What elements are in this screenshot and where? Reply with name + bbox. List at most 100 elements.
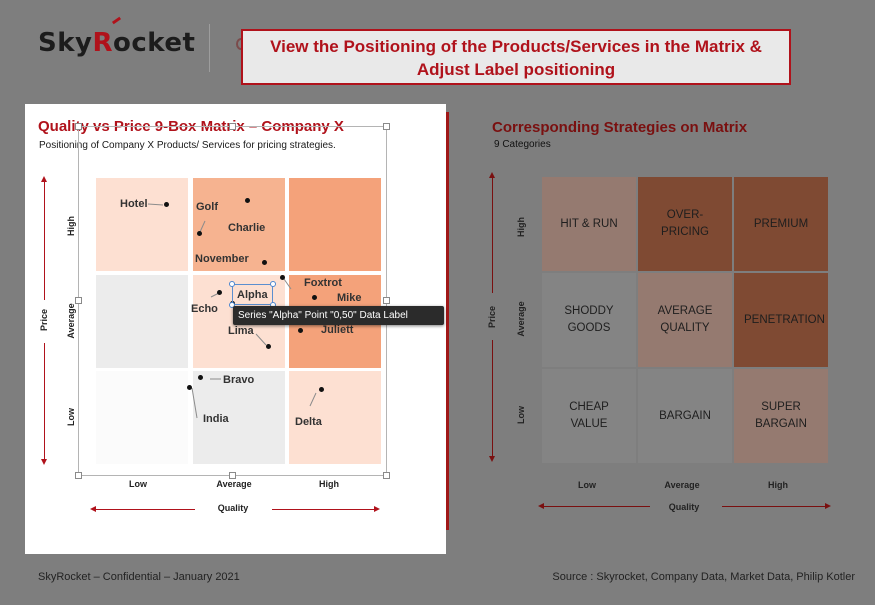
data-point-alpha[interactable] xyxy=(217,290,222,295)
data-label-delta[interactable]: Delta xyxy=(295,416,322,428)
strategy-cell: SHODDY GOODS xyxy=(542,273,636,367)
resize-handle-ne[interactable] xyxy=(383,123,390,130)
data-label-charlie[interactable]: Charlie xyxy=(228,222,266,234)
label-handle-tr[interactable] xyxy=(270,281,276,287)
left-y-axis-label: Price xyxy=(39,308,49,332)
data-label-juliett[interactable]: Juliett xyxy=(321,324,354,336)
strategy-label: PREMIUM xyxy=(753,217,809,230)
arrow-right-icon xyxy=(825,503,831,509)
skyrocket-logo: SkyRocket xyxy=(38,28,196,58)
strategy-cell: PREMIUM xyxy=(734,177,828,271)
header-divider xyxy=(209,24,210,72)
data-label-november[interactable]: November xyxy=(195,253,249,265)
left-y-tick-low: Low xyxy=(66,408,76,426)
strategy-label: PENETRATION xyxy=(744,313,825,326)
matrix-cell[interactable] xyxy=(289,371,381,464)
matrix-cell[interactable] xyxy=(96,275,188,368)
arrow-up-icon xyxy=(41,176,47,182)
resize-handle-se[interactable] xyxy=(383,472,390,479)
left-x-tick-high: High xyxy=(319,479,339,489)
strategy-label: SHODDY GOODS xyxy=(564,305,614,334)
data-label-bravo[interactable]: Bravo xyxy=(223,374,255,386)
data-point-delta[interactable] xyxy=(319,387,324,392)
strategy-cell: PENETRATION xyxy=(734,273,828,367)
resize-handle-e[interactable] xyxy=(383,297,390,304)
strategy-cell: CHEAP VALUE xyxy=(542,369,636,463)
right-y-tick-low: Low xyxy=(516,406,526,424)
strategy-label: OVER-PRICING xyxy=(661,209,709,238)
right-x-tick-high: High xyxy=(768,480,788,490)
strategy-label: SUPER BARGAIN xyxy=(755,401,807,430)
left-y-tick-high: High xyxy=(66,216,76,236)
label-handle-tl[interactable] xyxy=(229,281,235,287)
data-point-bravo[interactable] xyxy=(198,375,203,380)
data-point-charlie[interactable] xyxy=(197,231,202,236)
panel-separator-line xyxy=(446,112,449,530)
matrix-cell[interactable] xyxy=(193,178,285,271)
arrow-up-icon xyxy=(489,172,495,178)
left-y-arrow-down-line xyxy=(44,343,45,461)
left-y-tick-average: Average xyxy=(66,303,76,339)
strategy-cell: AVERAGE QUALITY xyxy=(638,273,732,367)
resize-handle-nw[interactable] xyxy=(75,123,82,130)
right-y-tick-average: Average xyxy=(516,301,526,337)
data-point-lima[interactable] xyxy=(266,344,271,349)
arrow-right-icon xyxy=(374,506,380,512)
strategy-cell: OVER-PRICING xyxy=(638,177,732,271)
data-label-hotel[interactable]: Hotel xyxy=(120,198,148,210)
strategy-cell: BARGAIN xyxy=(638,369,732,463)
data-label-alpha[interactable]: Alpha xyxy=(237,289,268,301)
data-label-golf[interactable]: Golf xyxy=(196,201,218,213)
data-label-lima[interactable]: Lima xyxy=(228,325,254,337)
resize-handle-n[interactable] xyxy=(229,123,236,130)
right-x-tick-low: Low xyxy=(578,480,596,490)
data-point-mike[interactable] xyxy=(312,295,317,300)
matrix-cell[interactable] xyxy=(96,178,188,271)
data-label-tooltip: Series "Alpha" Point "0,50" Data Label xyxy=(233,306,444,325)
data-point-india[interactable] xyxy=(187,385,192,390)
left-x-tick-low: Low xyxy=(129,479,147,489)
data-point-golf[interactable] xyxy=(245,198,250,203)
resize-handle-sw[interactable] xyxy=(75,472,82,479)
footer-confidential: SkyRocket – Confidential – January 2021 xyxy=(38,571,240,583)
strategy-label: CHEAP VALUE xyxy=(569,401,609,430)
matrix-cell[interactable] xyxy=(289,178,381,271)
resize-handle-w[interactable] xyxy=(75,297,82,304)
data-point-november[interactable] xyxy=(262,260,267,265)
right-x-axis-label: Quality xyxy=(668,502,700,512)
left-x-axis-label: Quality xyxy=(217,503,249,513)
strategy-cell: SUPER BARGAIN xyxy=(734,369,828,463)
data-label-mike[interactable]: Mike xyxy=(337,292,362,304)
left-y-arrow-up-line xyxy=(44,180,45,300)
strategy-label: BARGAIN xyxy=(659,409,711,422)
data-label-echo[interactable]: Echo xyxy=(191,303,218,315)
right-x-arrow-left-line xyxy=(543,506,650,507)
data-label-india[interactable]: India xyxy=(203,413,229,425)
right-y-axis-label: Price xyxy=(487,305,497,329)
left-chart-subtitle[interactable]: Positioning of Company X Products/ Servi… xyxy=(39,140,336,151)
resize-handle-s[interactable] xyxy=(229,472,236,479)
data-point-juliett[interactable] xyxy=(298,328,303,333)
matrix-cell[interactable] xyxy=(193,371,285,464)
left-x-tick-average: Average xyxy=(216,479,252,489)
data-label-foxtrot[interactable]: Foxtrot xyxy=(304,277,342,289)
arrow-down-icon xyxy=(489,456,495,462)
strategy-cell: HIT & RUN xyxy=(542,177,636,271)
right-x-arrow-right-line xyxy=(722,506,826,507)
right-y-tick-high: High xyxy=(516,217,526,237)
banner-line-2: Adjust Label positioning xyxy=(416,60,616,79)
matrix-cell[interactable] xyxy=(96,371,188,464)
instruction-banner: View the Positioning of the Products/Ser… xyxy=(241,29,791,85)
data-point-foxtrot[interactable] xyxy=(280,275,285,280)
data-point-hotel[interactable] xyxy=(164,202,169,207)
label-handle-bl[interactable] xyxy=(229,302,235,308)
arrow-left-icon xyxy=(538,503,544,509)
strategy-label: AVERAGE QUALITY xyxy=(657,305,713,334)
arrow-left-icon xyxy=(90,506,96,512)
banner-line-1: View the Positioning of the Products/Ser… xyxy=(270,37,762,56)
arrow-down-icon xyxy=(41,459,47,465)
right-y-arrow-up-line xyxy=(492,176,493,293)
alpha-label-selection[interactable] xyxy=(232,284,273,305)
right-y-arrow-down-line xyxy=(492,340,493,458)
